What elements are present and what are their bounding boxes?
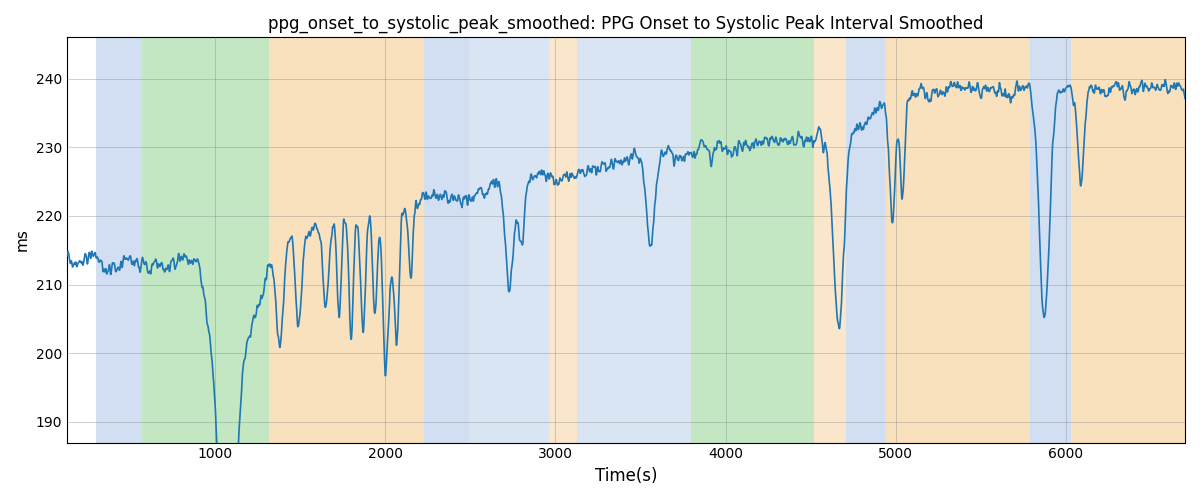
Bar bbox=[548, 38, 577, 442]
Bar bbox=[96, 38, 142, 442]
Bar bbox=[1030, 38, 1070, 442]
X-axis label: Time(s): Time(s) bbox=[595, 467, 658, 485]
Bar bbox=[270, 38, 425, 442]
Title: ppg_onset_to_systolic_peak_smoothed: PPG Onset to Systolic Peak Interval Smoothe: ppg_onset_to_systolic_peak_smoothed: PPG… bbox=[269, 15, 984, 34]
Y-axis label: ms: ms bbox=[14, 228, 30, 252]
Bar bbox=[577, 38, 691, 442]
Bar bbox=[468, 38, 548, 442]
Bar bbox=[1070, 38, 1194, 442]
Bar bbox=[846, 38, 886, 442]
Bar bbox=[814, 38, 846, 442]
Bar bbox=[886, 38, 1030, 442]
Bar bbox=[425, 38, 468, 442]
Bar bbox=[142, 38, 270, 442]
Bar bbox=[691, 38, 814, 442]
